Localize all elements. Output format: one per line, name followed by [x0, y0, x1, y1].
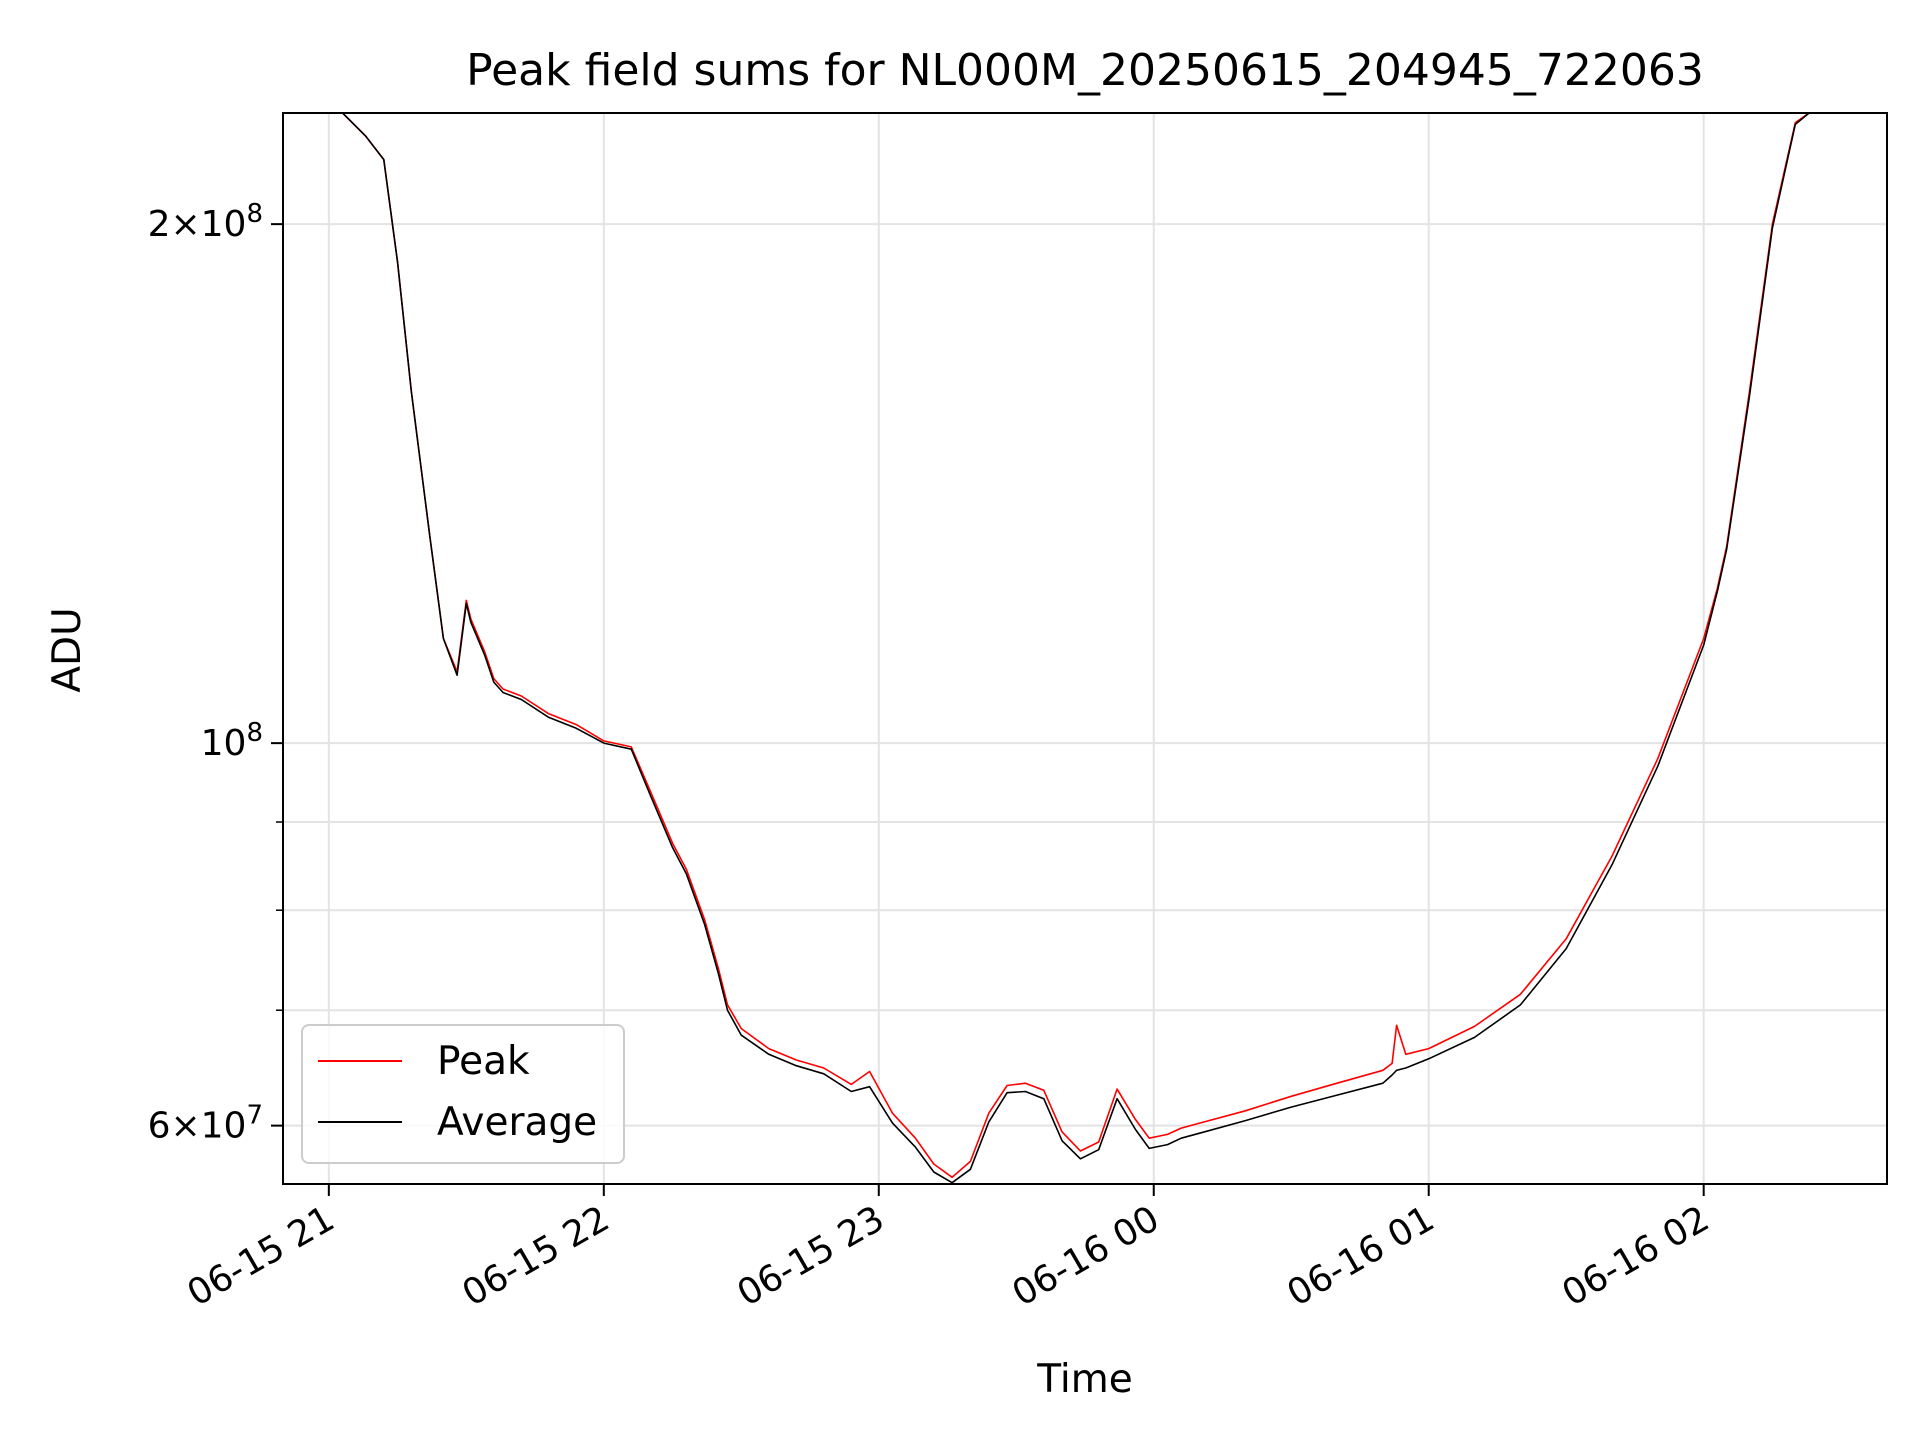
chart-title: Peak field sums for NL000M_20250615_2049… — [466, 45, 1704, 96]
y-tick-label: 2×108 — [148, 199, 263, 245]
series-line-peak — [328, 113, 1819, 1179]
grid — [283, 113, 1887, 1184]
series-layer — [328, 113, 1819, 1184]
y-tick-label: 108 — [201, 718, 263, 764]
plot-frame — [282, 112, 1888, 1185]
legend: Peak Average — [301, 1024, 625, 1164]
y-axis-label: ADU — [45, 607, 90, 692]
legend-label-average: Average — [437, 1100, 597, 1145]
legend-label-peak: Peak — [437, 1039, 530, 1084]
y-tick-label: 6×107 — [148, 1101, 263, 1147]
x-axis-label: Time — [1036, 1357, 1132, 1402]
y-axis: 6×107 108 2×108 — [148, 199, 283, 1147]
series-line-average — [328, 113, 1819, 1184]
legend-box — [301, 1024, 625, 1164]
